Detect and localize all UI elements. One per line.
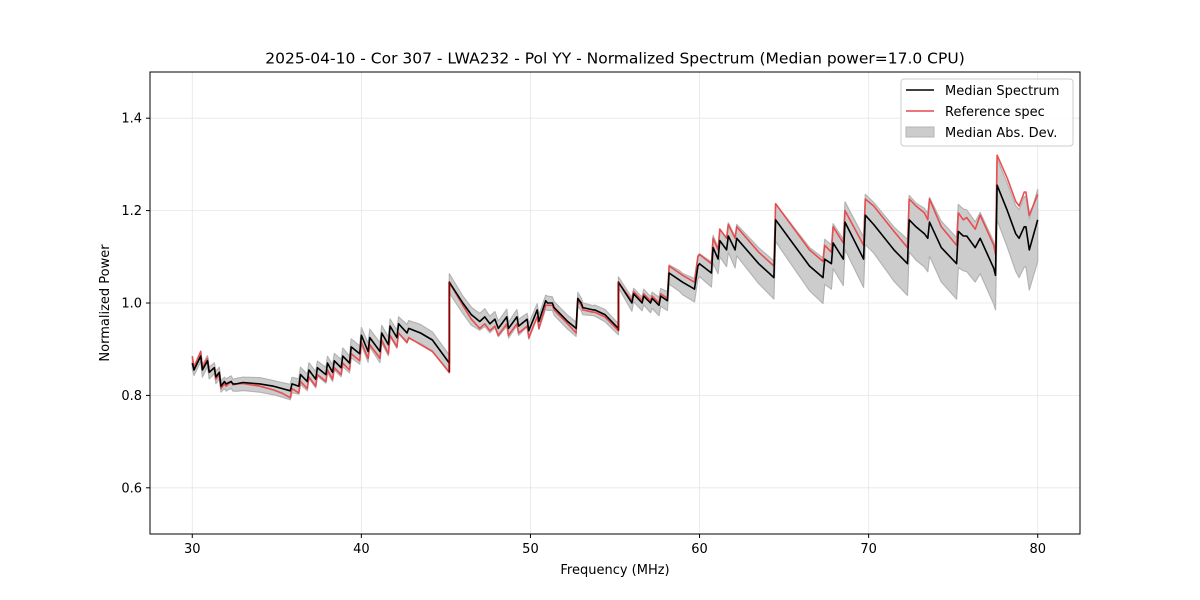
x-tick-label: 40 (353, 542, 370, 557)
legend-label-mad: Median Abs. Dev. (945, 126, 1057, 141)
reference-spec-line (191, 154, 1039, 399)
y-tick-label: 0.8 (121, 389, 142, 404)
chart-title: 2025-04-10 - Cor 307 - LWA232 - Pol YY -… (265, 50, 965, 68)
y-axis-ticks: 0.6 0.8 1.0 1.2 1.4 (121, 112, 150, 496)
y-tick-label: 0.6 (121, 481, 142, 496)
y-tick-label: 1.4 (121, 112, 142, 127)
y-tick-label: 1.2 (121, 204, 142, 219)
x-tick-label: 60 (691, 542, 708, 557)
x-tick-label: 30 (184, 542, 201, 557)
x-axis-label: Frequency (MHz) (560, 563, 669, 578)
grid-lines (150, 72, 1080, 534)
plot-area (149, 71, 1081, 535)
legend-label-reference: Reference spec (945, 105, 1045, 120)
legend-swatch-mad (905, 126, 935, 138)
x-tick-label: 70 (860, 542, 877, 557)
x-tick-label: 80 (1029, 542, 1046, 557)
y-tick-label: 1.0 (121, 297, 142, 312)
legend-label-median: Median Spectrum (945, 84, 1059, 99)
y-axis-label: Normalized Power (98, 244, 113, 362)
legend: Median Spectrum Reference spec Median Ab… (900, 78, 1074, 147)
median-spectrum-line (191, 184, 1039, 392)
series-lines (191, 154, 1039, 399)
x-axis-ticks: 30 40 50 60 70 80 (184, 534, 1046, 557)
legend-frame (900, 78, 1074, 147)
x-tick-label: 50 (522, 542, 539, 557)
